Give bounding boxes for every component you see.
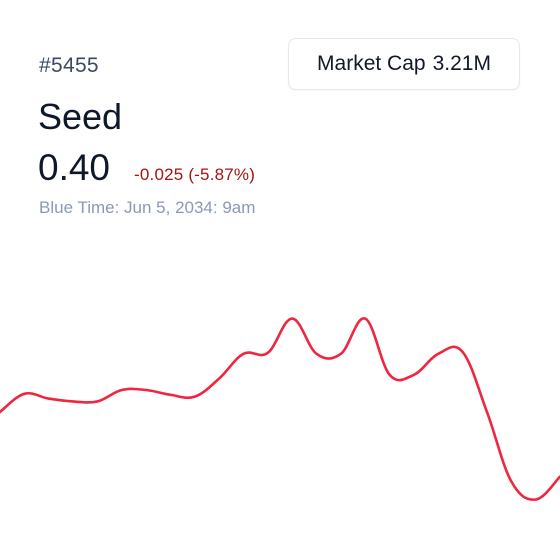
- price-timestamp: Blue Time: Jun 5, 2034: 9am: [39, 198, 256, 217]
- asset-price: 0.40: [38, 147, 111, 188]
- price-chart[interactable]: [0, 300, 560, 520]
- asset-ticker: #5455: [39, 54, 99, 77]
- market-cap-label: Market Cap: [317, 52, 426, 75]
- price-change: -0.025 (-5.87%): [134, 165, 256, 184]
- market-cap-value: 3.21M: [432, 52, 491, 75]
- asset-name: Seed: [38, 96, 123, 137]
- market-cap-button[interactable]: Market Cap 3.21M: [288, 38, 520, 90]
- price-line: [0, 317, 560, 501]
